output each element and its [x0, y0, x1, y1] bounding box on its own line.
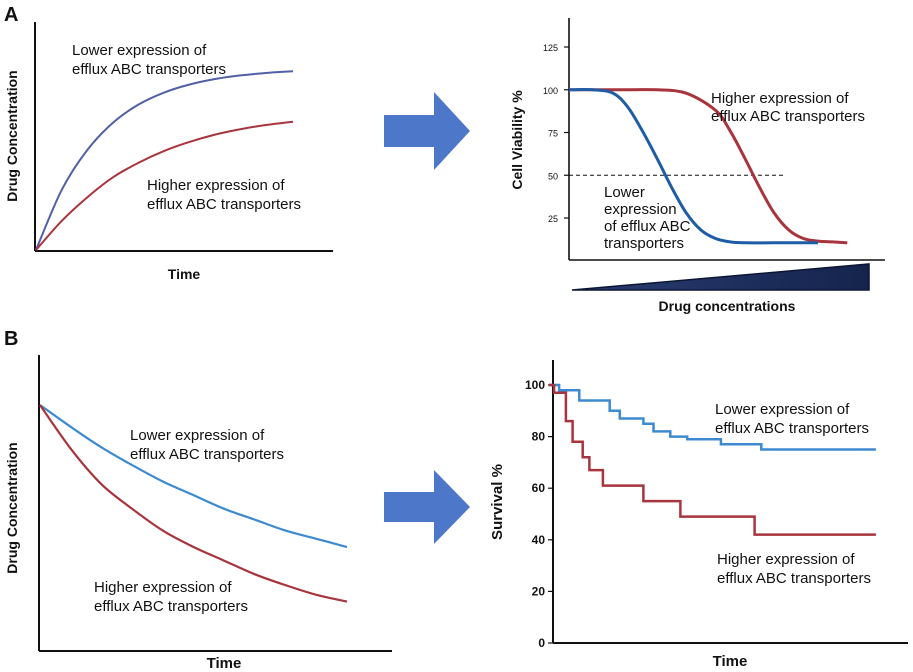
a-left-x-title: Time [168, 266, 201, 282]
a-right-tick-label-25: 25 [548, 214, 558, 224]
b-right-lower-label-1: Lower expression of [715, 401, 850, 418]
b-right-higher-label-1: Higher expression of [717, 551, 855, 568]
b-right-lower-label-2: efflux ABC transporters [715, 420, 869, 437]
b-right-tick-label-60: 60 [532, 481, 546, 495]
chart-a-right: 25 50 75 100 125 Cell Viability % Drug conce… [509, 18, 885, 314]
a-right-tick-label-75: 75 [548, 129, 558, 139]
a-right-higher-expression-curve [569, 88, 848, 245]
arrow-b-icon [384, 470, 470, 544]
b-left-lower-label-1: Lower expression of [130, 427, 265, 444]
b-left-higher-label-1: Higher expression of [94, 579, 232, 596]
a-right-lower-label-3: of efflux ABC [604, 218, 691, 235]
a-right-tick-label-100: 100 [543, 86, 558, 96]
b-right-y-title: Survival % [489, 464, 506, 540]
b-right-higher-label-2: efflux ABC transporters [717, 570, 871, 587]
a-right-tick-label-125: 125 [543, 43, 558, 53]
a-left-lower-label-2: efflux ABC transporters [72, 61, 226, 78]
b-left-higher-label-2: efflux ABC transporters [94, 598, 248, 615]
chart-b-right: 0 20 40 60 80 100 Survival % Time Lower expre… [489, 360, 908, 670]
chart-a-left: Drug Concentration Time Lower expression… [4, 22, 333, 282]
a-left-higher-expression-curve [35, 120, 294, 251]
b-left-y-title: Drug Concentration [4, 442, 20, 573]
a-left-higher-label-1: Higher expression of [147, 177, 285, 194]
a-right-lower-label-4: transporters [604, 235, 684, 252]
b-right-tick-label-20: 20 [532, 584, 546, 598]
a-right-lower-label-1: Lower [604, 184, 645, 201]
b-left-higher-expression-curve [39, 404, 348, 603]
a-left-higher-label-2: efflux ABC transporters [147, 196, 301, 213]
b-right-x-title: Time [713, 653, 748, 670]
a-left-y-title: Drug Concentration [4, 70, 20, 201]
b-left-lower-label-2: efflux ABC transporters [130, 446, 284, 463]
a-right-y-title: Cell Viability % [509, 90, 525, 190]
b-right-higher-expression-steps [549, 383, 876, 536]
b-right-tick-label-80: 80 [532, 430, 546, 444]
a-right-lower-label-2: expression [604, 201, 677, 218]
b-right-tick-label-40: 40 [532, 533, 546, 547]
b-left-x-title: Time [207, 655, 242, 672]
a-right-tick-label-50: 50 [548, 171, 558, 181]
a-right-higher-label-1: Higher expression of [711, 90, 849, 107]
a-left-lower-label-1: Lower expression of [72, 42, 207, 59]
chart-b-left: Drug Concentration Time Lower expression… [4, 355, 392, 672]
panel-a-label: A [4, 4, 18, 26]
arrow-a-icon [384, 92, 470, 170]
a-left-lower-expression-curve [35, 70, 294, 251]
a-right-lower-expression-curve [568, 88, 818, 245]
a-right-concentration-wedge [571, 263, 870, 291]
b-right-tick-label-100: 100 [525, 378, 545, 392]
b-right-lower-expression-steps [549, 383, 876, 451]
b-right-tick-label-0: 0 [538, 636, 545, 650]
a-right-higher-label-2: efflux ABC transporters [711, 108, 865, 125]
panel-b-label: B [4, 328, 18, 350]
a-right-x-title: Drug concentrations [659, 298, 796, 314]
b-left-lower-expression-curve [39, 404, 348, 549]
